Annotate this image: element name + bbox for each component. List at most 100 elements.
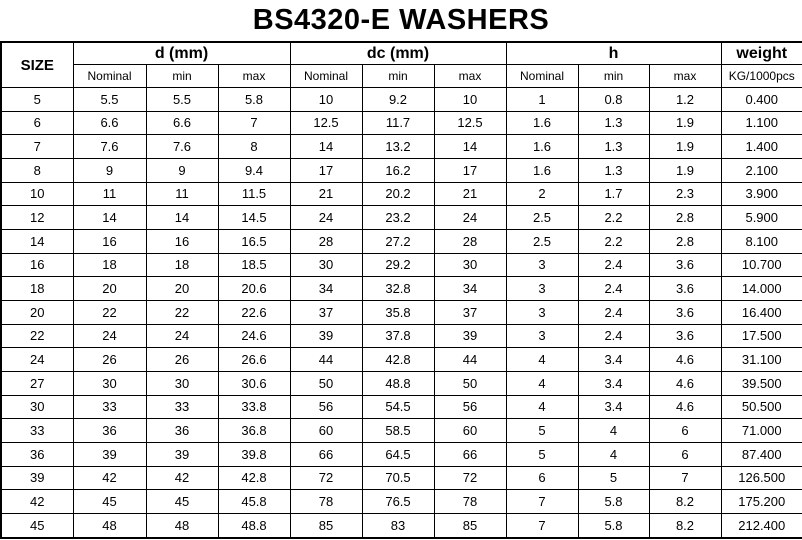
h-nominal-cell: 4 bbox=[505, 347, 579, 372]
dc-min-cell: 64.5 bbox=[361, 441, 435, 467]
col-header-h-max: max bbox=[648, 64, 722, 88]
d-max-cell: 16.5 bbox=[217, 228, 291, 254]
d-nominal-cell: 26 bbox=[72, 347, 147, 372]
h-nominal-cell: 5 bbox=[505, 441, 579, 467]
dc-nominal-cell: 30 bbox=[289, 252, 363, 278]
d-max-cell: 8 bbox=[217, 134, 291, 159]
table-body: 5 5.5 5.5 5.8 10 9.2 10 1 0.8 1.2 0.400 6 6.6 6.6 7 12.… bbox=[0, 87, 802, 539]
d-max-cell: 30.6 bbox=[217, 370, 291, 396]
table-row: 16 18 18 18.5 30 29.2 30 3 2.4 3.6 10.700 bbox=[0, 252, 802, 278]
table-row: 30 33 33 33.8 56 54.5 56 4 3.4 4.6 50.500 bbox=[0, 394, 802, 420]
dc-min-cell: 27.2 bbox=[361, 228, 435, 254]
h-min-cell: 4 bbox=[577, 418, 650, 443]
d-max-cell: 5.8 bbox=[217, 87, 291, 112]
d-nominal-cell: 20 bbox=[72, 276, 147, 301]
h-min-cell: 1.7 bbox=[577, 181, 650, 207]
d-min-cell: 6.6 bbox=[145, 110, 219, 136]
table-row: 24 26 26 26.6 44 42.8 44 4 3.4 4.6 31.100 bbox=[0, 347, 802, 372]
h-min-cell: 2.4 bbox=[577, 252, 650, 278]
table-row: 39 42 42 42.8 72 70.5 72 6 5 7 126.500 bbox=[0, 465, 802, 491]
dc-max-cell: 50 bbox=[433, 370, 507, 396]
col-header-h-nominal: Nominal bbox=[505, 64, 579, 88]
dc-min-cell: 58.5 bbox=[361, 418, 435, 443]
d-max-cell: 45.8 bbox=[217, 489, 291, 514]
h-max-cell: 8.2 bbox=[648, 489, 722, 514]
dc-min-cell: 23.2 bbox=[361, 205, 435, 230]
dc-max-cell: 72 bbox=[433, 465, 507, 491]
size-cell: 18 bbox=[0, 276, 74, 301]
dc-max-cell: 66 bbox=[433, 441, 507, 467]
h-min-cell: 2.4 bbox=[577, 276, 650, 301]
dc-nominal-cell: 21 bbox=[289, 181, 363, 207]
dc-max-cell: 17 bbox=[433, 157, 507, 183]
dc-min-cell: 42.8 bbox=[361, 347, 435, 372]
weight-cell: 1.400 bbox=[720, 134, 802, 159]
h-max-cell: 4.6 bbox=[648, 394, 722, 420]
dc-max-cell: 56 bbox=[433, 394, 507, 420]
h-nominal-cell: 1 bbox=[505, 87, 579, 112]
d-max-cell: 26.6 bbox=[217, 347, 291, 372]
h-nominal-cell: 1.6 bbox=[505, 157, 579, 183]
col-header-d-nominal: Nominal bbox=[72, 64, 147, 88]
d-max-cell: 18.5 bbox=[217, 252, 291, 278]
weight-cell: 0.400 bbox=[720, 87, 802, 112]
h-max-cell: 1.9 bbox=[648, 157, 722, 183]
h-nominal-cell: 3 bbox=[505, 323, 579, 349]
dc-max-cell: 24 bbox=[433, 205, 507, 230]
dc-nominal-cell: 50 bbox=[289, 370, 363, 396]
h-nominal-cell: 3 bbox=[505, 276, 579, 301]
h-min-cell: 1.3 bbox=[577, 157, 650, 183]
size-cell: 8 bbox=[0, 157, 74, 183]
h-min-cell: 2.2 bbox=[577, 205, 650, 230]
col-header-h-min: min bbox=[577, 64, 650, 88]
dc-max-cell: 39 bbox=[433, 323, 507, 349]
d-max-cell: 22.6 bbox=[217, 299, 291, 325]
d-max-cell: 24.6 bbox=[217, 323, 291, 349]
weight-cell: 16.400 bbox=[720, 299, 802, 325]
col-header-dc-max: max bbox=[433, 64, 507, 88]
dc-nominal-cell: 66 bbox=[289, 441, 363, 467]
d-max-cell: 14.5 bbox=[217, 205, 291, 230]
dc-max-cell: 34 bbox=[433, 276, 507, 301]
dc-min-cell: 20.2 bbox=[361, 181, 435, 207]
dc-min-cell: 37.8 bbox=[361, 323, 435, 349]
size-cell: 36 bbox=[0, 441, 74, 467]
dc-nominal-cell: 72 bbox=[289, 465, 363, 491]
h-nominal-cell: 3 bbox=[505, 252, 579, 278]
d-max-cell: 11.5 bbox=[217, 181, 291, 207]
d-min-cell: 24 bbox=[145, 323, 219, 349]
d-nominal-cell: 48 bbox=[72, 512, 147, 539]
table-row: 7 7.6 7.6 8 14 13.2 14 1.6 1.3 1.9 1.400 bbox=[0, 134, 802, 159]
table-row: 10 11 11 11.5 21 20.2 21 2 1.7 2.3 3.900 bbox=[0, 181, 802, 207]
dc-max-cell: 44 bbox=[433, 347, 507, 372]
weight-cell: 10.700 bbox=[720, 252, 802, 278]
size-cell: 5 bbox=[0, 87, 74, 112]
dc-max-cell: 21 bbox=[433, 181, 507, 207]
washers-table: SIZE d (mm) dc (mm) h weight Nominal min… bbox=[0, 41, 802, 539]
d-min-cell: 5.5 bbox=[145, 87, 219, 112]
h-nominal-cell: 5 bbox=[505, 418, 579, 443]
dc-nominal-cell: 34 bbox=[289, 276, 363, 301]
h-nominal-cell: 1.6 bbox=[505, 110, 579, 136]
d-min-cell: 36 bbox=[145, 418, 219, 443]
dc-nominal-cell: 56 bbox=[289, 394, 363, 420]
col-group-h: h bbox=[505, 41, 722, 65]
h-min-cell: 0.8 bbox=[577, 87, 650, 112]
h-nominal-cell: 7 bbox=[505, 489, 579, 514]
dc-min-cell: 83 bbox=[361, 512, 435, 539]
d-max-cell: 39.8 bbox=[217, 441, 291, 467]
h-nominal-cell: 1.6 bbox=[505, 134, 579, 159]
h-max-cell: 1.9 bbox=[648, 110, 722, 136]
size-cell: 10 bbox=[0, 181, 74, 207]
table-row: 8 9 9 9.4 17 16.2 17 1.6 1.3 1.9 2.100 bbox=[0, 157, 802, 183]
h-min-cell: 3.4 bbox=[577, 370, 650, 396]
table-header: SIZE d (mm) dc (mm) h weight Nominal min… bbox=[0, 41, 802, 88]
size-cell: 22 bbox=[0, 323, 74, 349]
h-nominal-cell: 4 bbox=[505, 394, 579, 420]
table-row: 18 20 20 20.6 34 32.8 34 3 2.4 3.6 14.000 bbox=[0, 276, 802, 301]
col-header-d-max: max bbox=[217, 64, 291, 88]
d-max-cell: 42.8 bbox=[217, 465, 291, 491]
dc-max-cell: 10 bbox=[433, 87, 507, 112]
weight-cell: 175.200 bbox=[720, 489, 802, 514]
